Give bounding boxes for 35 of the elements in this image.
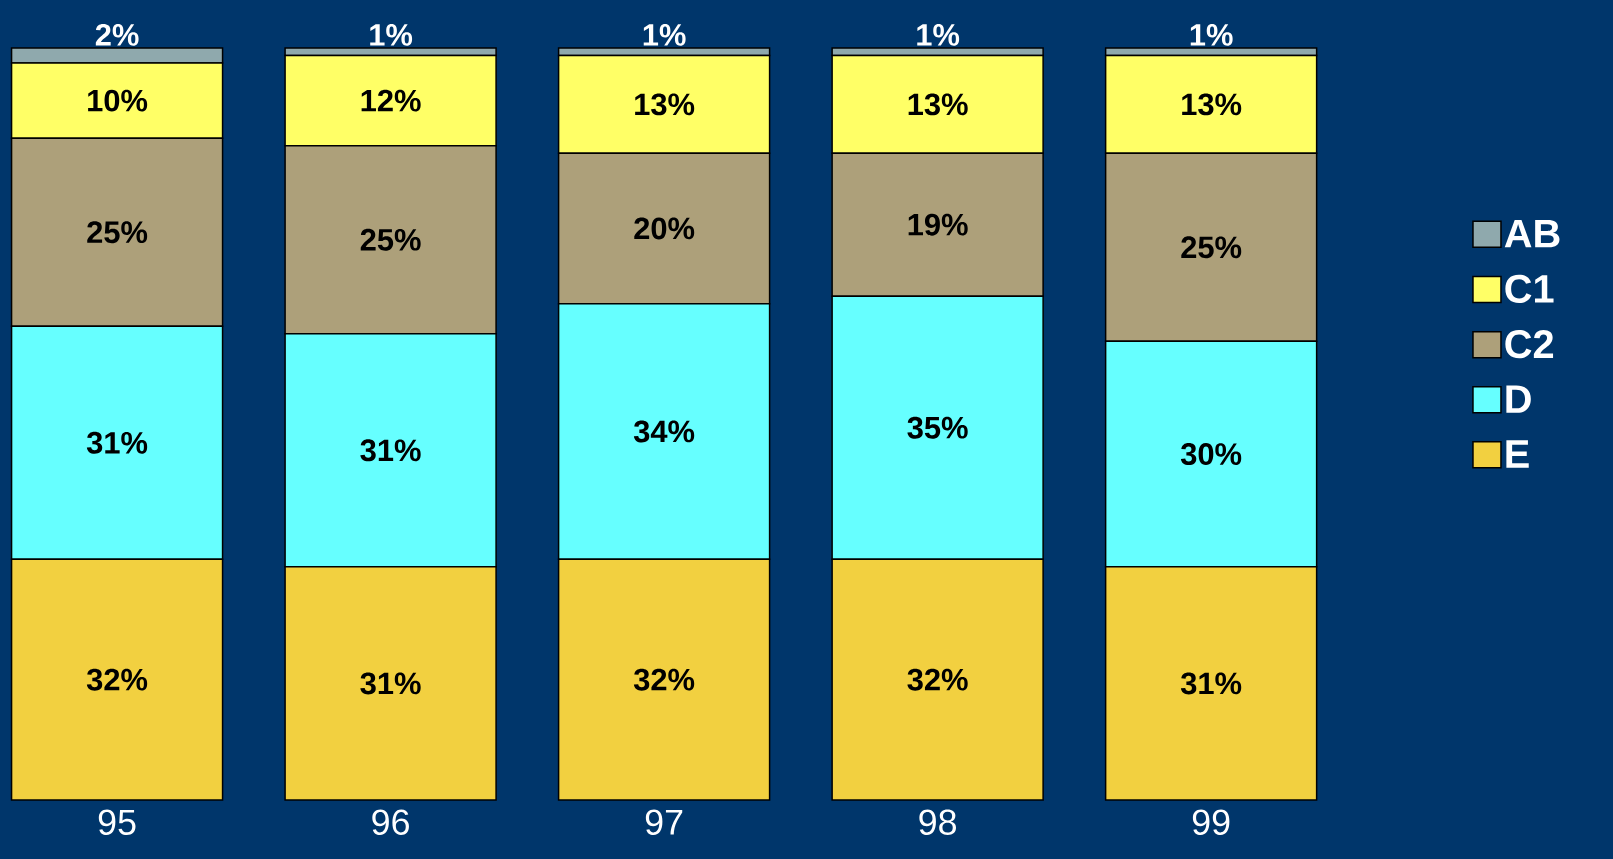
data-label: 19% <box>908 213 968 236</box>
data-label: 10% <box>88 89 148 112</box>
data-label: 25% <box>360 228 421 251</box>
legend-label: C1 <box>1505 274 1554 303</box>
data-label: 2% <box>95 23 139 46</box>
x-tick-label: 97 <box>645 809 683 835</box>
data-label: 20% <box>634 217 695 240</box>
data-label: 1% <box>917 24 960 46</box>
x-tick-label: 99 <box>1192 809 1230 835</box>
data-label: 34% <box>633 420 695 443</box>
data-label: 1% <box>1190 24 1233 46</box>
data-label: 31% <box>86 431 148 454</box>
legend-label: AB <box>1504 219 1560 248</box>
data-label: 31% <box>1180 672 1242 695</box>
legend-label: E <box>1506 440 1529 468</box>
legend-label: D <box>1506 385 1531 413</box>
x-tick-label: 96 <box>372 809 409 835</box>
legend-label: C2 <box>1505 330 1554 359</box>
data-label: 35% <box>907 416 968 439</box>
data-label: 13% <box>635 93 695 116</box>
data-label: 25% <box>1181 236 1242 259</box>
data-label: 1% <box>370 24 413 46</box>
data-label: 31% <box>360 672 421 695</box>
x-tick-label: 98 <box>919 809 956 835</box>
data-label: 32% <box>633 668 695 691</box>
data-label: 13% <box>908 93 968 116</box>
data-label: 32% <box>86 668 148 691</box>
data-label: 30% <box>1180 443 1242 466</box>
data-label: 32% <box>907 668 968 691</box>
data-label: 25% <box>87 221 148 244</box>
x-tick-label: 95 <box>98 809 136 835</box>
data-label: 12% <box>361 89 421 112</box>
data-label: 1% <box>643 24 686 46</box>
data-label: 31% <box>360 439 421 462</box>
data-label: 13% <box>1182 93 1242 116</box>
